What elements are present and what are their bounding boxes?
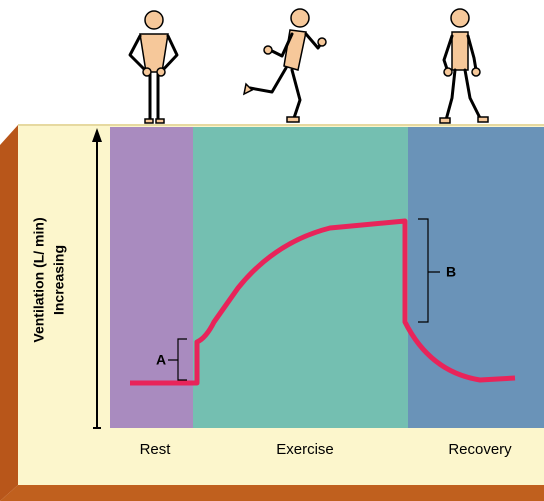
bracket-b (418, 218, 440, 323)
rest-band (110, 127, 193, 428)
phase-label: Exercise (276, 441, 334, 458)
y-axis-direction: Increasing (51, 245, 67, 315)
y-axis-arrow (92, 128, 102, 142)
board-edge (0, 125, 18, 501)
exercise-band (193, 127, 408, 428)
bracket-a (168, 338, 187, 381)
phase-label: Recovery (448, 441, 512, 458)
board-bottom (0, 485, 544, 501)
figure-exercise (242, 8, 327, 123)
phase-label: Rest (140, 441, 172, 458)
annotation-a: A (156, 352, 166, 368)
ventilation-curve (130, 218, 516, 386)
figure-recovery (439, 8, 489, 124)
figure-rest (128, 10, 179, 124)
y-axis-label: Ventilation (L/ min) (31, 217, 47, 342)
annotation-b: B (446, 264, 456, 280)
